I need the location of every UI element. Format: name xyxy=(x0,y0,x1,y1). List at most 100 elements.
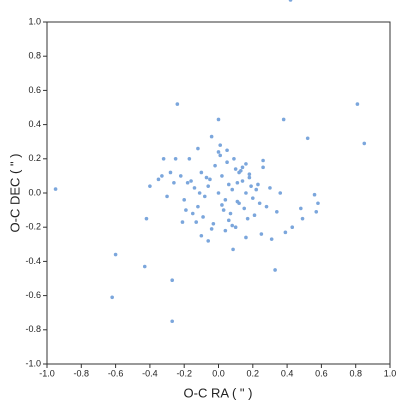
point xyxy=(173,157,178,161)
point xyxy=(247,175,252,180)
point xyxy=(189,179,193,183)
point xyxy=(269,237,274,241)
point xyxy=(245,216,250,221)
point xyxy=(230,187,235,192)
point xyxy=(254,187,259,192)
point xyxy=(225,160,229,165)
point xyxy=(316,201,320,206)
point xyxy=(362,141,367,146)
point xyxy=(312,192,317,197)
y-tick-label: 0.2 xyxy=(28,153,41,163)
point xyxy=(221,208,226,212)
point xyxy=(228,211,233,216)
point xyxy=(194,220,199,224)
point xyxy=(240,179,245,183)
y-tick-label: -0.6 xyxy=(25,290,41,300)
point xyxy=(185,180,190,185)
x-tick-label: -1.0 xyxy=(39,368,55,378)
point xyxy=(233,167,238,171)
x-tick-label: 0.4 xyxy=(281,368,294,378)
x-tick-label: -0.6 xyxy=(108,368,124,378)
point xyxy=(178,174,183,178)
y-tick-label: 1.0 xyxy=(28,16,41,26)
point xyxy=(220,174,224,178)
point xyxy=(300,216,305,221)
point xyxy=(182,198,186,202)
point xyxy=(204,175,209,180)
point xyxy=(233,225,238,229)
point xyxy=(237,170,241,175)
point xyxy=(53,187,58,191)
y-tick-label: -0.2 xyxy=(25,222,41,232)
point xyxy=(268,186,272,190)
point xyxy=(256,182,260,187)
point xyxy=(240,165,245,170)
point xyxy=(223,228,228,233)
point xyxy=(197,191,202,195)
point xyxy=(259,232,264,236)
point xyxy=(290,225,295,229)
point xyxy=(199,233,204,238)
point xyxy=(220,203,224,207)
point xyxy=(218,143,223,147)
x-tick-label: 1.0 xyxy=(384,368,397,378)
x-tick-label: -0.8 xyxy=(74,368,90,378)
point xyxy=(206,239,211,243)
point xyxy=(249,184,253,188)
point xyxy=(257,201,262,206)
point xyxy=(192,186,197,190)
point xyxy=(223,198,228,202)
y-tick-label: 0.8 xyxy=(28,51,41,61)
point xyxy=(216,117,221,122)
x-tick-label: -0.2 xyxy=(176,368,192,378)
point xyxy=(288,0,293,2)
point xyxy=(226,182,231,187)
point xyxy=(235,180,240,185)
point xyxy=(202,194,207,199)
x-tick-label: 0.6 xyxy=(315,368,328,378)
point xyxy=(278,191,283,195)
point xyxy=(196,204,200,209)
x-axis-title: O-C RA ( " ) xyxy=(184,385,253,400)
point xyxy=(161,157,166,161)
point xyxy=(305,136,310,141)
point xyxy=(283,230,288,235)
point xyxy=(235,199,240,204)
point xyxy=(242,206,247,211)
point xyxy=(201,215,205,219)
point xyxy=(251,196,255,200)
point xyxy=(170,319,174,324)
y-tick-label: 0.6 xyxy=(28,85,41,95)
point xyxy=(355,102,360,106)
x-tick-label: -0.4 xyxy=(142,368,158,378)
point xyxy=(184,208,188,212)
point xyxy=(172,180,176,185)
x-tick-label: 0.8 xyxy=(349,368,362,378)
point xyxy=(206,184,211,188)
point xyxy=(244,162,248,166)
point xyxy=(231,247,235,252)
point xyxy=(247,172,252,176)
point xyxy=(244,191,248,195)
point xyxy=(261,158,265,163)
point xyxy=(156,177,161,182)
point xyxy=(165,194,169,199)
point xyxy=(113,252,118,257)
point xyxy=(261,165,265,170)
point xyxy=(218,153,223,158)
point xyxy=(209,227,214,231)
x-tick-label: 0.0 xyxy=(212,368,225,378)
x-tick-label: 0.2 xyxy=(247,368,260,378)
point xyxy=(273,268,277,272)
point xyxy=(226,218,231,223)
point xyxy=(196,146,200,151)
point xyxy=(216,191,221,195)
point xyxy=(190,211,195,216)
point xyxy=(216,150,221,154)
point xyxy=(208,177,212,182)
y-tick-label: 0.4 xyxy=(28,119,41,129)
point xyxy=(252,213,257,218)
point xyxy=(168,170,173,175)
y-tick-label: -0.8 xyxy=(25,324,41,334)
